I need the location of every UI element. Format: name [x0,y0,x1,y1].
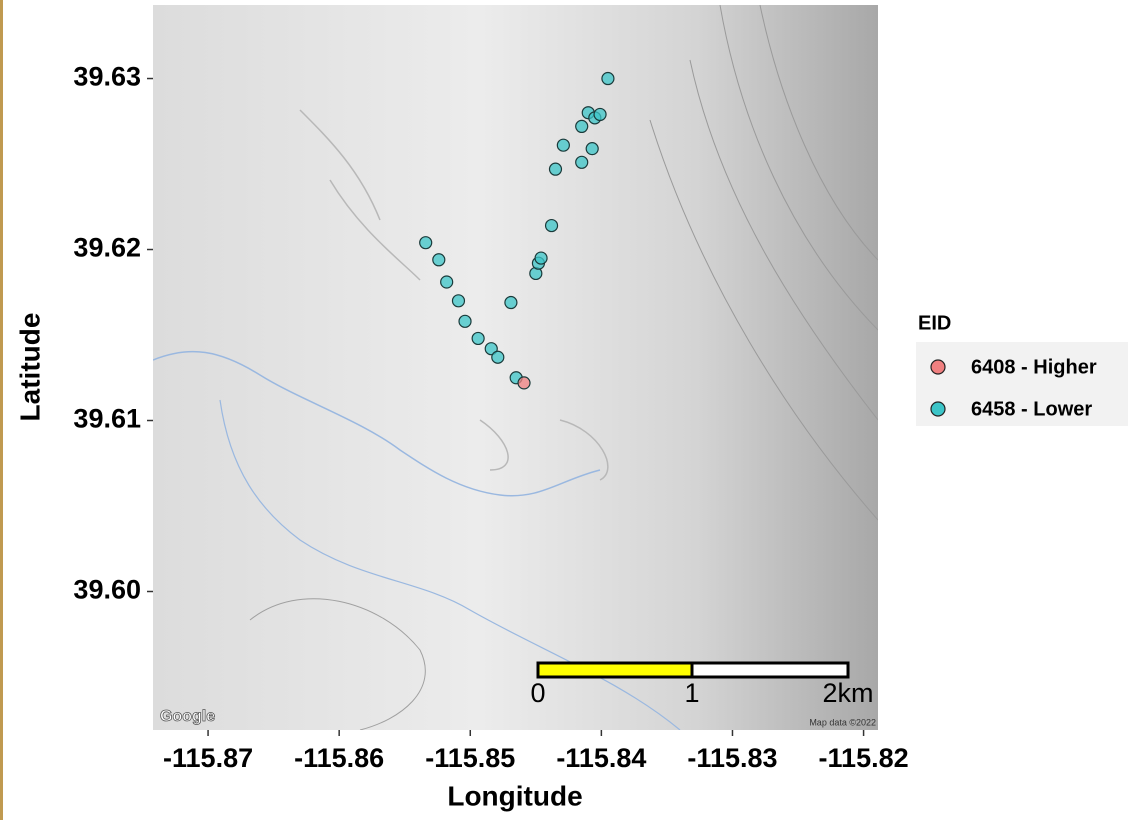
y-tick-label: 39.61 [73,404,141,434]
point [546,220,558,232]
point [549,163,561,175]
point [505,297,517,309]
page-border [0,0,3,820]
scale-label: 2km [822,678,873,708]
y-tick-label: 39.62 [73,233,141,263]
point [557,139,569,151]
scale-segment [692,663,848,677]
x-tick-label: -115.83 [687,743,777,773]
y-axis-title: Latitude [14,313,45,422]
basemap [153,5,878,730]
scale-segment [538,663,692,677]
point [433,254,445,266]
x-axis-title: Longitude [447,780,582,811]
map-chart: 0 1 2km Google Map data ©2022 Longitude … [0,0,1141,820]
point [576,156,588,168]
point [518,377,530,389]
legend-title: EID [918,312,951,334]
y-tick-label: 39.60 [73,575,141,605]
legend-label: 6408 - Higher [971,356,1097,378]
legend-label: 6458 - Lower [971,398,1092,420]
point [452,295,464,307]
point [459,315,471,327]
scale-label: 1 [684,678,699,708]
terrain [153,5,878,730]
scale-label: 0 [530,678,545,708]
x-tick-label: -115.87 [163,743,253,773]
point [492,351,504,363]
point [535,252,547,264]
y-tick-label: 39.63 [73,62,141,92]
legend-key [931,360,945,374]
legend-key [931,402,945,416]
map-credit: Map data ©2022 [809,717,876,727]
point [602,73,614,85]
x-tick-label: -115.85 [425,743,515,773]
point [586,143,598,155]
x-tick-label: -115.86 [294,743,384,773]
point [472,332,484,344]
point [420,237,432,249]
x-tick-label: -115.82 [819,743,909,773]
google-logo: Google [160,708,215,725]
point [594,108,606,120]
point [441,276,453,288]
x-tick-label: -115.84 [556,743,646,773]
point [576,120,588,132]
